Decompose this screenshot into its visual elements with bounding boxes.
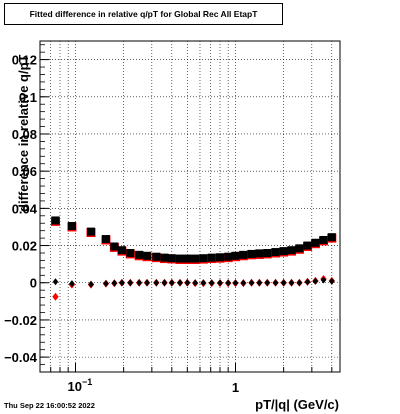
data-point-square	[199, 254, 208, 263]
data-point-square	[271, 248, 280, 257]
data-point-diamond	[119, 279, 125, 287]
data-point-diamond	[225, 279, 231, 287]
data-point-square	[191, 254, 200, 263]
data-point-diamond	[280, 279, 287, 287]
data-point-diamond	[136, 279, 142, 287]
data-point-square	[117, 246, 126, 255]
data-point-diamond	[329, 277, 335, 285]
chart-title: Fitted difference in relative q/pT for G…	[4, 3, 283, 25]
data-point-diamond	[177, 279, 183, 287]
data-point-diamond	[240, 279, 247, 287]
data-point-diamond	[52, 292, 59, 301]
data-point-diamond	[192, 279, 199, 287]
data-point-square	[239, 250, 248, 259]
x-axis-label: pT/|q| (GeV/c)	[255, 397, 339, 412]
data-point-square	[319, 235, 328, 244]
data-point-square	[110, 242, 119, 251]
y-tick-label: 0.02	[12, 239, 37, 254]
data-point-diamond	[312, 277, 319, 285]
data-point-diamond	[111, 279, 118, 287]
data-point-square	[51, 216, 60, 225]
y-tick-label: 0	[30, 276, 37, 291]
data-point-diamond	[88, 280, 94, 288]
data-point-square	[207, 253, 216, 262]
data-point-square	[247, 249, 256, 258]
data-point-square	[152, 252, 161, 261]
plot-frame	[39, 40, 341, 373]
data-point-diamond	[169, 279, 175, 287]
data-point-diamond	[144, 279, 150, 287]
data-point-diamond	[161, 279, 168, 287]
data-markers	[51, 216, 337, 301]
data-point-square	[160, 253, 169, 262]
data-point-square	[224, 252, 233, 261]
data-point-diamond	[153, 279, 160, 287]
data-point-square	[311, 238, 320, 247]
timestamp: Thu Sep 22 16:00:52 2022	[4, 401, 95, 410]
data-point-square	[295, 244, 304, 253]
data-point-diamond	[248, 279, 255, 287]
y-tick-label: 0.08	[12, 127, 37, 142]
y-tick-label: 0.12	[12, 53, 37, 68]
data-point-square	[327, 233, 336, 242]
data-point-diamond	[264, 279, 271, 287]
y-tick-label: 0.06	[12, 164, 37, 179]
data-point-diamond	[272, 279, 279, 287]
data-point-diamond	[304, 278, 311, 286]
y-tick-label: 0.1	[19, 90, 37, 105]
data-point-square	[167, 254, 176, 263]
y-tick-label: 0.04	[12, 201, 38, 216]
grid-lines	[39, 41, 340, 372]
data-point-square	[279, 247, 288, 256]
x-tick-label: 10−1	[67, 377, 92, 394]
x-tick-label: 1	[232, 380, 239, 395]
data-point-diamond	[103, 279, 109, 287]
data-point-square	[143, 251, 152, 260]
data-point-diamond	[184, 279, 191, 287]
data-point-square	[303, 241, 312, 250]
data-point-diamond	[288, 279, 295, 287]
data-point-square	[287, 246, 296, 255]
data-point-diamond	[127, 279, 134, 287]
data-point-square	[263, 248, 272, 257]
data-point-diamond	[208, 279, 215, 287]
data-point-square	[215, 253, 224, 262]
y-tick-label: −0.04	[4, 350, 38, 365]
data-point-diamond	[200, 279, 207, 287]
y-axis-label: difference in relative q/pT	[16, 54, 31, 213]
data-point-square	[135, 250, 144, 259]
data-point-square	[176, 254, 185, 263]
y-tick-label: −0.02	[4, 313, 37, 328]
data-point-square	[255, 249, 264, 258]
data-point-square	[183, 254, 192, 263]
data-point-diamond	[69, 280, 75, 288]
data-point-diamond	[320, 276, 327, 284]
data-point-square	[126, 248, 135, 257]
data-point-diamond	[256, 279, 263, 287]
data-point-diamond	[217, 279, 223, 287]
data-point-square	[86, 227, 95, 236]
data-point-square	[101, 235, 110, 244]
data-point-square	[231, 251, 240, 260]
data-point-diamond	[52, 278, 59, 286]
data-point-diamond	[232, 279, 239, 287]
data-point-square	[67, 222, 76, 231]
data-point-diamond	[296, 279, 303, 287]
